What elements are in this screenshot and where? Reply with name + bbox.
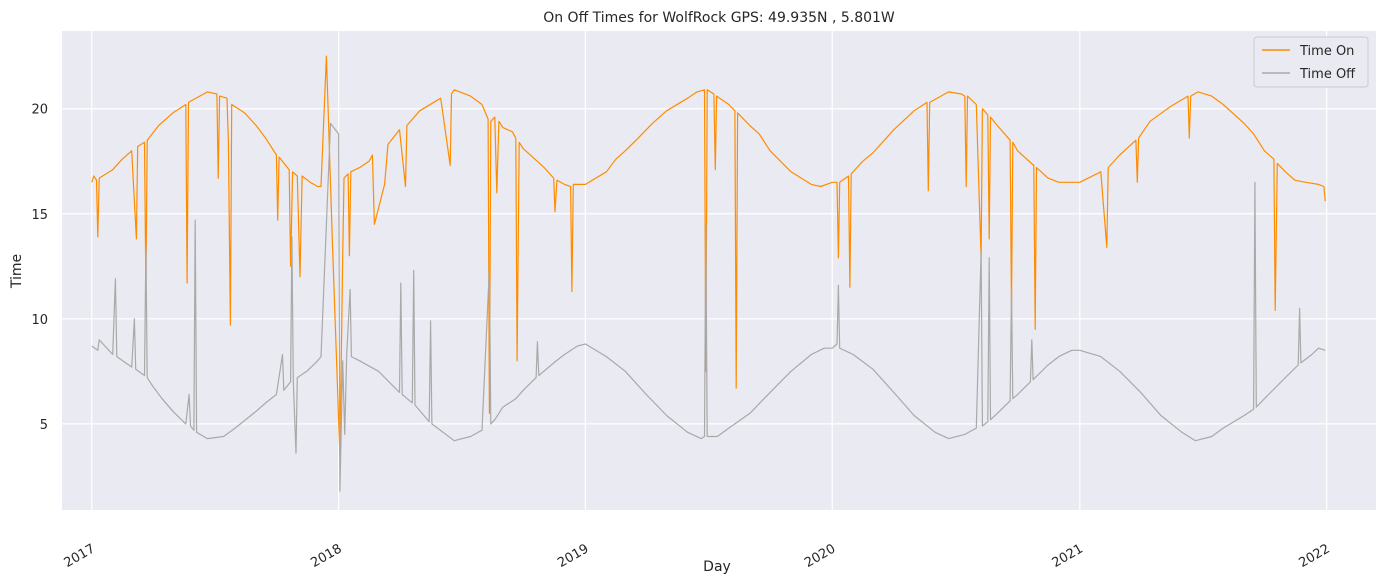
chart-title: On Off Times for WolfRock GPS: 49.935N ,… — [543, 10, 895, 26]
y-tick-label: 5 — [40, 418, 48, 433]
x-axis-label: Day — [703, 559, 731, 575]
x-tick-labels: 2017 2018 2019 2020 2021 2022 — [62, 541, 1333, 571]
x-tick-label: 2018 — [308, 541, 344, 571]
x-tick-label: 2022 — [1296, 541, 1332, 571]
y-tick-label: 15 — [31, 208, 48, 223]
legend: Time On Time Off — [1253, 36, 1369, 88]
series-line-time-on — [91, 55, 1326, 456]
x-tick-label: 2020 — [802, 541, 838, 571]
x-tick-label: 2021 — [1050, 541, 1086, 571]
y-tick-labels: 5 10 15 20 — [31, 103, 48, 433]
legend-label: Time Off — [1299, 67, 1356, 82]
legend-label: Time On — [1299, 44, 1354, 59]
plot-area — [62, 31, 1376, 510]
x-tick-label: 2019 — [555, 541, 591, 571]
series-layer — [91, 55, 1326, 492]
y-tick-label: 20 — [31, 103, 48, 118]
series-line-time-off — [91, 122, 1326, 492]
x-tick-label: 2017 — [62, 541, 98, 571]
y-tick-label: 10 — [31, 313, 48, 328]
y-axis-label: Time — [9, 254, 25, 289]
